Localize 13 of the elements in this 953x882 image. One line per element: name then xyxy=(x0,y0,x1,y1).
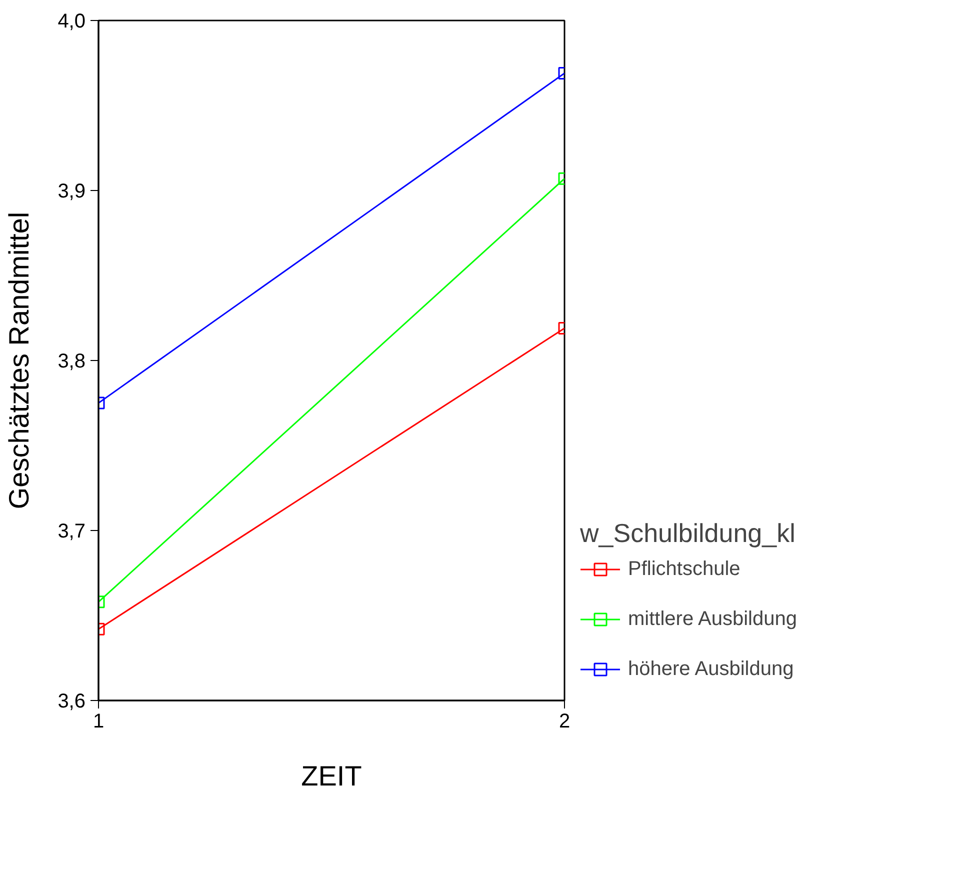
x-tick-label: 2 xyxy=(558,710,570,732)
x-tick-label: 1 xyxy=(92,710,104,732)
legend-label: Pflichtschule xyxy=(628,556,740,582)
y-tick-label: 3,7 xyxy=(58,520,86,542)
y-tick-label: 4,0 xyxy=(58,10,86,32)
legend-label: mittlere Ausbildung xyxy=(628,606,797,632)
y-tick-label: 3,6 xyxy=(58,690,86,712)
x-axis-title: ZEIT xyxy=(301,760,362,792)
legend-title: w_Schulbildung_kl xyxy=(580,518,796,549)
y-axis-title: Geschätztes Randmittel xyxy=(4,212,35,510)
y-tick-label: 3,8 xyxy=(58,350,86,372)
y-tick-label: 3,9 xyxy=(58,180,86,202)
legend-label: höhere Ausbildung xyxy=(628,656,794,682)
